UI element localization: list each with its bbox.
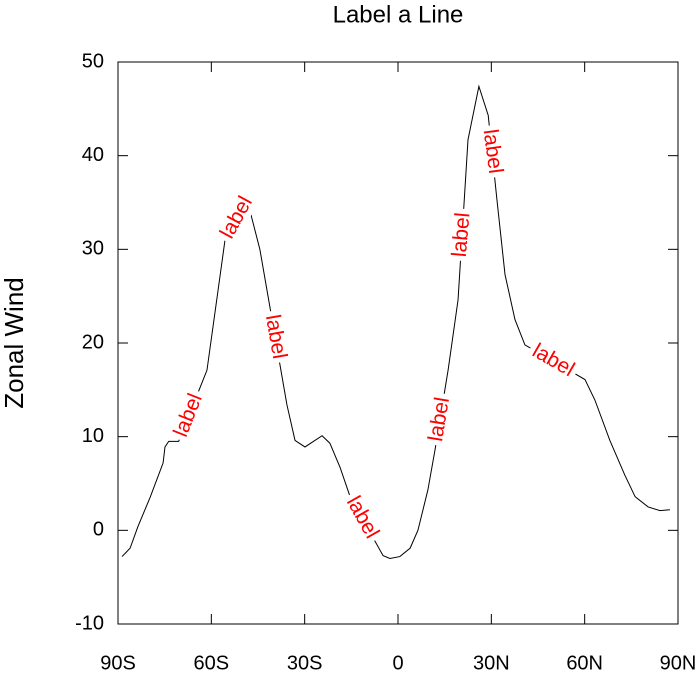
y-tick-label: 10 [82,425,104,447]
data-line [121,84,670,559]
label-gap [259,309,291,365]
x-tick-label: 90N [660,652,697,674]
line-label: label [479,128,508,175]
x-tick-label: 90S [100,652,136,674]
y-tick-label: 20 [82,331,104,353]
y-tick-label: -10 [75,612,104,634]
line-label: label [261,313,291,361]
y-tick-label: 0 [93,519,104,541]
y-axis-label: Zonal Wind [0,277,29,409]
plot-frame [117,61,679,625]
label-gap [424,392,456,447]
x-tick-label: 60S [194,652,230,674]
y-tick-label: 30 [82,238,104,260]
x-tick-label: 30N [473,652,510,674]
x-tick-label: 60N [566,652,603,674]
label-gap [448,207,476,262]
line-label: label [169,390,207,440]
y-tick-label: 50 [82,50,104,72]
chart-title: Label a Line [333,1,464,28]
line-label: label [448,212,475,258]
line-label: label [424,396,454,444]
y-tick-label: 40 [82,144,104,166]
label-gap [169,387,209,444]
label-gap [215,189,260,246]
x-tick-label: 30S [287,652,323,674]
label-gap [339,489,385,546]
label-gap [477,124,507,179]
label-gap [524,338,581,384]
x-tick-label: 0 [392,652,403,674]
